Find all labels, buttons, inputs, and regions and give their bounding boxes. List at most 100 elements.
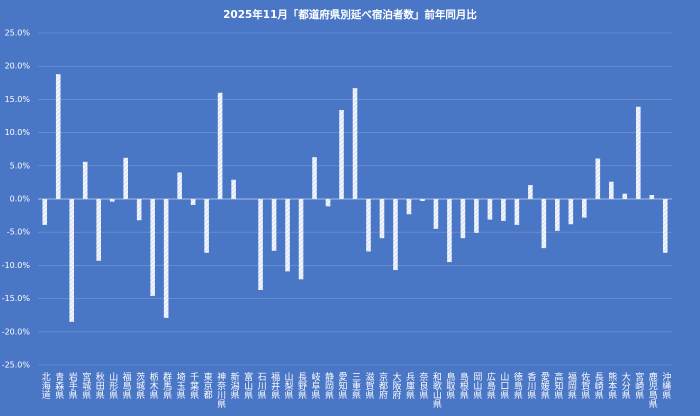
x-tick-label: 埼玉県 — [175, 371, 186, 400]
bar — [541, 199, 547, 249]
x-tick-label: 岩手県 — [67, 371, 78, 400]
x-tick-label: 群馬県 — [161, 371, 172, 400]
y-tick-label: 15.0% — [5, 95, 31, 104]
y-tick-label: -15.0% — [2, 294, 31, 303]
y-tick-label: 25.0% — [5, 29, 31, 38]
x-tick-label: 奈良県 — [417, 371, 428, 400]
x-tick-label: 青森県 — [53, 371, 64, 400]
bar — [190, 199, 196, 205]
bar — [487, 199, 493, 220]
x-tick-label: 宮崎県 — [633, 371, 644, 400]
x-tick-label: 広島県 — [485, 371, 496, 400]
x-tick-label: 和歌山県 — [431, 372, 442, 409]
bar — [528, 185, 533, 199]
x-tick-label: 愛媛県 — [539, 371, 550, 400]
x-tick-label: 岡山県 — [471, 372, 482, 400]
bar — [433, 199, 439, 229]
bar — [635, 106, 641, 199]
bar — [420, 199, 425, 201]
bar — [568, 199, 574, 225]
x-tick-label: 三重県 — [350, 372, 361, 400]
x-tick-label: 岐阜県 — [310, 371, 321, 400]
x-tick-label: 新潟県 — [229, 371, 240, 400]
y-tick-label: -20.0% — [2, 327, 31, 336]
bar — [662, 199, 668, 253]
bar — [501, 199, 506, 221]
x-tick-label: 福井県 — [269, 371, 280, 400]
x-tick-label: 神奈川県 — [215, 371, 226, 409]
x-tick-label: 富山県 — [242, 371, 253, 400]
x-tick-label: 福島県 — [121, 371, 131, 400]
bar — [379, 199, 385, 239]
x-tick-label: 島根県 — [458, 371, 469, 400]
x-tick-label: 福岡県 — [566, 371, 577, 400]
bar — [123, 157, 128, 199]
bar — [271, 199, 277, 251]
bar — [96, 199, 102, 261]
bar — [608, 181, 614, 199]
x-tick-label: 秋田県 — [94, 371, 105, 400]
bar — [393, 199, 398, 271]
y-tick-label: -10.0% — [2, 261, 31, 270]
bar — [622, 193, 628, 199]
bar — [582, 199, 587, 218]
bar — [649, 195, 655, 199]
y-tick-label: 20.0% — [5, 62, 31, 71]
bar — [231, 179, 236, 199]
bar — [82, 161, 88, 199]
x-tick-label: 茨城県 — [134, 371, 145, 400]
bar — [312, 157, 317, 199]
x-tick-label: 兵庫県 — [404, 371, 415, 400]
bar — [163, 199, 169, 318]
bar — [325, 199, 331, 207]
x-tick-label: 愛知県 — [337, 371, 348, 400]
x-tick-label: 沖縄県 — [660, 371, 671, 400]
bar — [217, 92, 223, 199]
y-tick-label: 5.0% — [10, 161, 31, 170]
x-tick-label: 山口県 — [498, 372, 509, 400]
x-tick-label: 北海道 — [40, 372, 51, 400]
x-tick-label: 宮城県 — [80, 371, 91, 400]
x-tick-label: 山形県 — [107, 372, 118, 400]
x-tick-label: 滋賀県 — [363, 371, 374, 400]
bar — [204, 199, 209, 253]
x-tick-label: 千葉県 — [188, 372, 199, 400]
bar — [474, 199, 479, 233]
y-tick-label: -5.0% — [7, 228, 31, 237]
x-tick-label: 大阪府 — [390, 371, 401, 400]
x-tick-label: 大分県 — [620, 371, 631, 400]
bar — [109, 199, 115, 202]
y-tick-label: 10.0% — [5, 128, 31, 137]
x-tick-label: 山梨県 — [283, 372, 294, 400]
x-tick-label: 佐賀県 — [579, 371, 590, 400]
y-tick-label: 0.0% — [10, 195, 31, 204]
x-tick-label: 熊本県 — [606, 371, 617, 400]
x-tick-label: 石川県 — [256, 372, 267, 400]
bar — [258, 199, 263, 290]
bar — [177, 172, 182, 199]
chart-title: 2025年11月「都道府県別延べ宿泊者数」前年同月比 — [223, 8, 477, 21]
x-tick-label: 東京都 — [202, 371, 213, 400]
bar — [339, 110, 344, 199]
bar — [136, 199, 142, 221]
bar — [352, 88, 358, 199]
bar — [298, 199, 304, 280]
x-tick-label: 京都府 — [377, 371, 388, 400]
bar — [285, 199, 290, 272]
bar — [595, 158, 601, 199]
x-tick-label: 栃木県 — [148, 371, 159, 400]
x-tick-label: 長野県 — [296, 372, 307, 400]
x-tick-label: 静岡県 — [323, 371, 334, 400]
bar — [406, 199, 412, 215]
bar — [366, 199, 371, 252]
bar — [150, 199, 155, 296]
bar — [69, 199, 75, 322]
y-tick-label: -25.0% — [2, 361, 31, 370]
x-tick-label: 高知県 — [552, 371, 563, 400]
bar — [42, 199, 48, 225]
x-tick-label: 鹿児島県 — [647, 371, 658, 409]
x-tick-label: 鳥取県 — [444, 371, 455, 400]
